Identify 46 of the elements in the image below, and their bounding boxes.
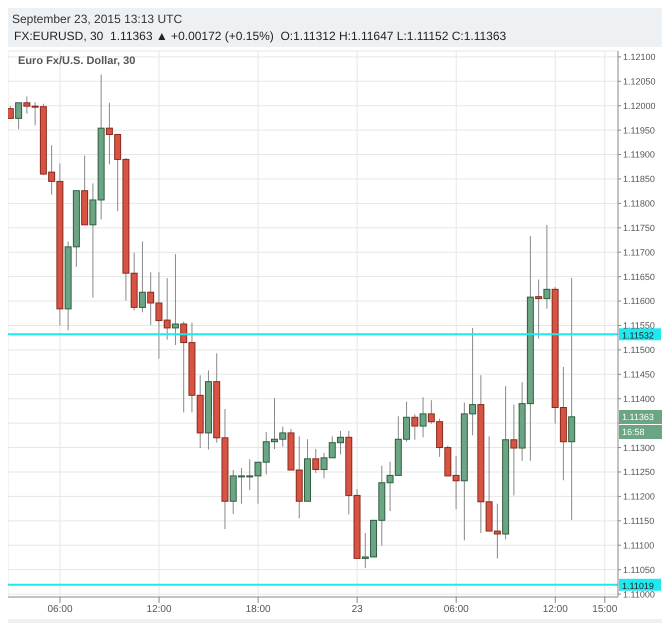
y-tick-label: 1.11250: [623, 467, 655, 478]
y-tick-label: 1.11050: [623, 564, 655, 575]
y-tick-label: 1.11950: [623, 125, 655, 136]
y-tick-label: 1.11500: [623, 345, 655, 356]
candlestick: [15, 102, 22, 130]
y-tick-label: 1.11000: [623, 589, 655, 600]
text: 16:58: [619, 424, 662, 439]
ref-line-label: 1.11532: [622, 330, 654, 340]
chart-title: Euro Fx/U.S. Dollar, 30: [18, 55, 136, 67]
text: September 23, 2015 13:13 UTC: [11, 11, 184, 28]
y-tick-label: 1.11400: [623, 394, 655, 404]
y-tick-label: 1.11450: [623, 369, 655, 380]
candlestick: [138, 240, 146, 313]
chart-subtitle: FX:EURUSD, 30 1.11363 ▲ +0.00172 (+0.15%) O:1.11312 H:1.11647 L:1.11152 C:1.11363: [13, 28, 508, 45]
y-tick-label: 1.12050: [623, 76, 656, 86]
y-tick-label: 1.11150: [623, 516, 654, 526]
x-tick-label: 18:00: [246, 604, 272, 616]
x-tick-label: 06:00: [47, 604, 73, 616]
y-tick-label: 1.11600: [623, 296, 655, 306]
y-tick-label: 1.11100: [623, 540, 654, 550]
candlestick: [420, 396, 427, 438]
candlestick: [535, 279, 542, 340]
y-tick-label: 1.11700: [623, 247, 655, 258]
x-tick-label: 23: [352, 604, 364, 616]
candlestick: [543, 224, 550, 310]
text: 1.11363: [619, 410, 662, 424]
y-tick-label: 1.11900: [623, 150, 655, 160]
candlestick: [312, 448, 320, 474]
y-tick-label: 1.11800: [623, 198, 655, 209]
y-tick-label: 1.11850: [623, 174, 655, 184]
y-tick-label: 1.12100: [623, 52, 656, 62]
candlestick: [510, 404, 518, 496]
candlestick: [568, 278, 576, 520]
x-tick-label: 12:00: [542, 604, 568, 616]
ref-line-label: 1.11019: [622, 580, 654, 591]
y-tick-label: 1.11200: [623, 492, 655, 502]
x-tick-label: 15:00: [592, 604, 618, 616]
candlestick: [411, 414, 418, 440]
candlestick: [172, 254, 179, 346]
y-tick-label: 1.12000: [623, 100, 656, 111]
y-tick-label: 1.11650: [623, 272, 655, 282]
y-tick-label: 1.11750: [623, 222, 655, 233]
x-tick-label: 06:00: [444, 604, 470, 616]
x-tick-label: 12:00: [146, 604, 172, 616]
y-tick-label: 1.11300: [623, 442, 655, 453]
candlestick: [8, 106, 14, 119]
